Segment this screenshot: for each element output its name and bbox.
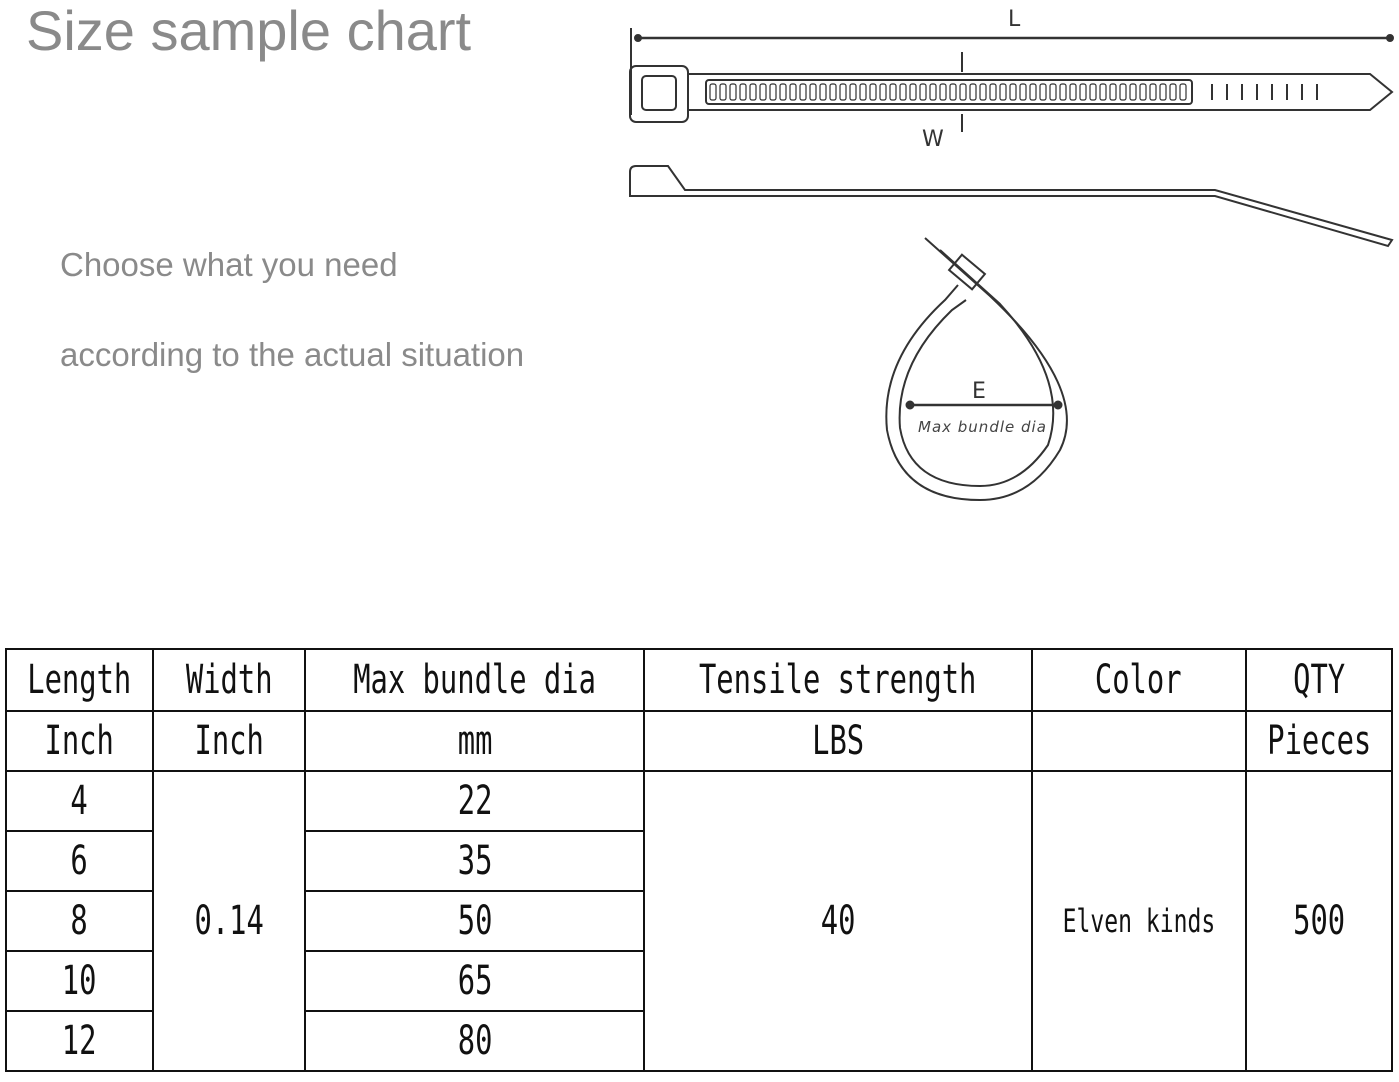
tie-tooth	[909, 83, 917, 101]
tie-tooth	[759, 83, 767, 101]
length-cell: 8	[5, 890, 154, 952]
length-cell: 12	[5, 1010, 154, 1072]
cable-tie-diagram: L W E Max bundle dia	[629, 7, 1394, 502]
size-table: Length Width Max bundle dia Tensile stre…	[5, 648, 1393, 1072]
length-cell: 10	[5, 950, 154, 1012]
length-cell: 4	[5, 770, 154, 832]
tie-tooth	[1099, 83, 1107, 101]
tie-tooth	[1069, 83, 1077, 101]
unit-cell	[1030, 710, 1247, 772]
tie-tooth	[839, 83, 847, 101]
bundle-dia-cell: 22	[304, 770, 646, 832]
tie-tooth	[779, 83, 787, 101]
table-row: 10 65	[5, 950, 1392, 1012]
tensile-strength-cell: 40	[643, 770, 1033, 1072]
table-header-row: Length Width Max bundle dia Tensile stre…	[5, 648, 1393, 712]
header-cell: Width	[151, 648, 307, 712]
tie-tooth	[709, 83, 717, 101]
tie-tooth	[1009, 83, 1017, 101]
subtitle-line-2: according to the actual situation	[60, 336, 525, 373]
tie-tooth	[1149, 83, 1157, 101]
table-row: 4 0.14 22 40 Elven kinds 500	[5, 770, 1393, 1072]
length-label: L	[1008, 7, 1021, 32]
table-row: 12 80	[5, 1010, 1392, 1072]
tie-tooth	[749, 83, 757, 101]
tie-tooth	[1049, 83, 1057, 101]
unit-cell: Pieces	[1244, 710, 1393, 772]
tie-tooth	[979, 83, 987, 101]
tie-tooth	[859, 83, 867, 101]
header-cell: QTY	[1244, 648, 1393, 712]
tie-tooth	[1159, 83, 1167, 101]
unit-cell: Inch	[5, 710, 154, 772]
tie-tooth	[1179, 83, 1187, 101]
header-cell: Tensile strength	[643, 648, 1033, 712]
bundle-caption: Max bundle dia	[918, 418, 1047, 436]
tie-tooth	[1059, 83, 1067, 101]
tie-tooth	[829, 83, 837, 101]
bundle-dia-cell: 80	[304, 1010, 646, 1072]
tie-tooth	[1029, 83, 1037, 101]
tie-tooth	[869, 83, 877, 101]
tie-tooth	[1139, 83, 1147, 101]
tie-tooth	[989, 83, 997, 101]
tie-tooth	[939, 83, 947, 101]
header-cell: Length	[5, 648, 154, 712]
tie-tooth	[919, 83, 927, 101]
tie-tooth	[1119, 83, 1127, 101]
tie-tooth	[1169, 83, 1177, 101]
tie-tooth	[929, 83, 937, 101]
tie-tooth	[1019, 83, 1027, 101]
tie-tooth	[819, 83, 827, 101]
tie-tooth	[959, 83, 967, 101]
bundle-dia-cell: 65	[304, 950, 646, 1012]
subtitle-line-1: Choose what you need	[60, 246, 398, 283]
tie-tooth	[729, 83, 737, 101]
tie-tooth	[769, 83, 777, 101]
bundle-dia-cell: 50	[304, 890, 646, 952]
tie-tooth	[1039, 83, 1047, 101]
table-row: 6 35	[5, 830, 1392, 892]
tie-tooth	[1109, 83, 1117, 101]
tie-tooth	[809, 83, 817, 101]
bundle-dia-cell: 35	[304, 830, 646, 892]
tie-tooth	[889, 83, 897, 101]
header-cell: Color	[1030, 648, 1247, 712]
tie-tooth	[879, 83, 887, 101]
table-units-row: Inch Inch mm LBS Pieces	[5, 710, 1393, 772]
tie-tooth	[1079, 83, 1087, 101]
tie-tooth	[789, 83, 797, 101]
tie-tooth	[739, 83, 747, 101]
tie-tooth	[719, 83, 727, 101]
width-label: W	[922, 127, 944, 152]
color-cell: Elven kinds	[1030, 770, 1247, 1072]
tie-tooth	[849, 83, 857, 101]
tie-tooth	[899, 83, 907, 101]
tie-tooth	[949, 83, 957, 101]
unit-cell: mm	[304, 710, 646, 772]
page-title: Size sample chart	[26, 0, 472, 62]
tie-tooth	[1089, 83, 1097, 101]
qty-cell: 500	[1244, 770, 1393, 1072]
header-cell: Max bundle dia	[304, 648, 646, 712]
tie-tooth	[799, 83, 807, 101]
width-cell: 0.14	[151, 770, 307, 1072]
tie-tooth	[969, 83, 977, 101]
bundle-label: E	[972, 379, 986, 404]
table-row: 8 50	[5, 890, 1392, 952]
tie-tooth	[999, 83, 1007, 101]
unit-cell: Inch	[151, 710, 307, 772]
tie-tooth	[1129, 83, 1137, 101]
unit-cell: LBS	[643, 710, 1033, 772]
length-cell: 6	[5, 830, 154, 892]
